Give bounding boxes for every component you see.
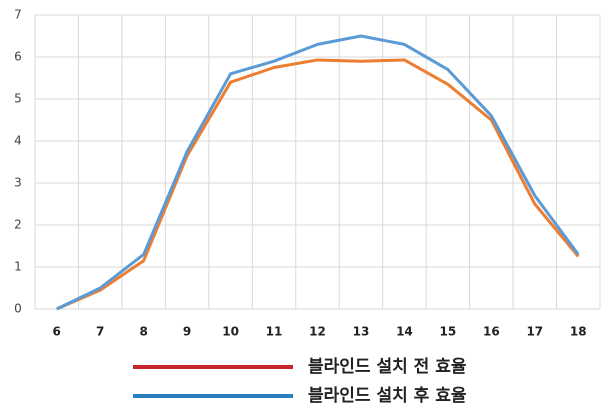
legend-label: 블라인드 설치 전 효율: [308, 357, 467, 377]
x-tick-label: 8: [139, 325, 147, 339]
x-tick-label: 6: [53, 325, 61, 339]
series-line: [56, 58, 580, 311]
x-tick-label: 10: [222, 325, 239, 339]
y-tick-label: 2: [14, 218, 22, 232]
y-tick-label: 6: [14, 50, 22, 64]
x-tick-label: 11: [266, 325, 283, 339]
series-line: [56, 34, 580, 311]
y-tick-label: 4: [14, 134, 22, 148]
y-tick-label: 1: [14, 260, 22, 274]
x-tick-label: 17: [526, 325, 543, 339]
x-tick-label: 12: [309, 325, 326, 339]
y-tick-label: 5: [14, 92, 22, 106]
y-tick-label: 0: [14, 302, 22, 316]
x-tick-label: 14: [396, 325, 413, 339]
x-tick-label: 9: [183, 325, 191, 339]
y-tick-label: 3: [14, 176, 22, 190]
x-tick-label: 13: [353, 325, 370, 339]
x-tick-label: 7: [96, 325, 104, 339]
x-tick-label: 15: [440, 325, 457, 339]
legend-label: 블라인드 설치 후 효율: [308, 385, 467, 406]
x-tick-label: 16: [483, 325, 500, 339]
x-tick-label: 18: [570, 325, 587, 339]
y-tick-label: 7: [14, 8, 22, 22]
